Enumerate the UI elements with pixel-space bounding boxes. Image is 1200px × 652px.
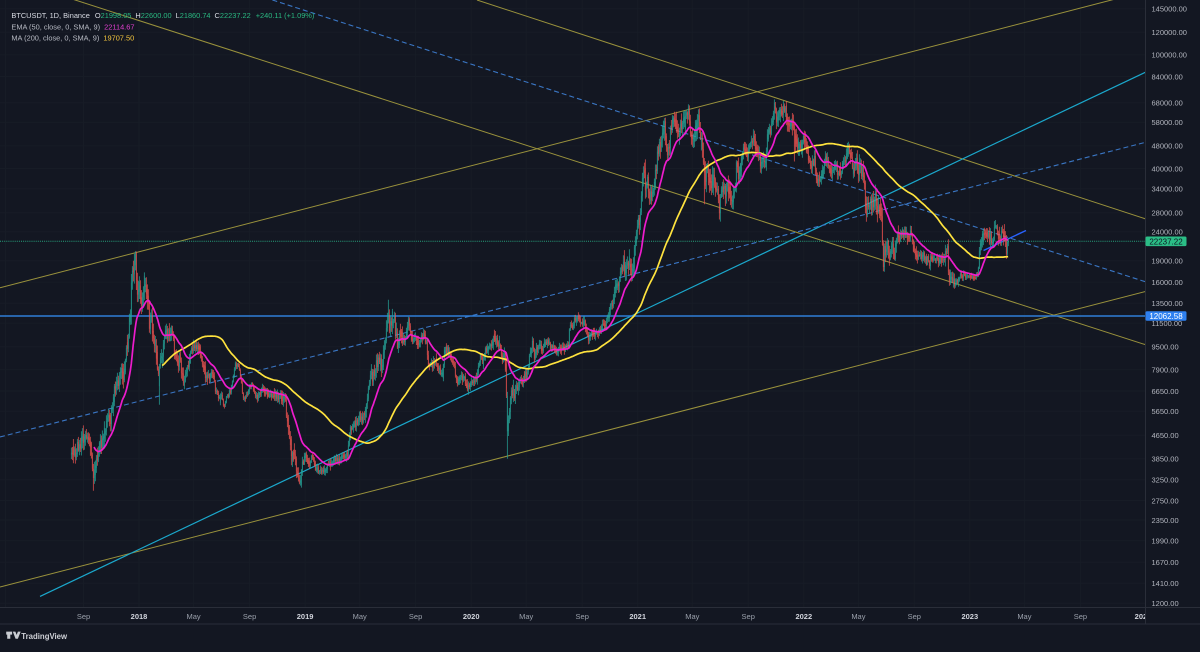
svg-text:13500.00: 13500.00: [1152, 299, 1183, 308]
svg-text:19000.00: 19000.00: [1152, 257, 1183, 266]
svg-text:58000.00: 58000.00: [1152, 118, 1183, 127]
svg-text:68000.00: 68000.00: [1152, 99, 1183, 108]
svg-text:Sep: Sep: [742, 612, 755, 621]
svg-text:May: May: [685, 612, 699, 621]
svg-text:May: May: [187, 612, 201, 621]
svg-text:28000.00: 28000.00: [1152, 209, 1183, 218]
svg-text:3850.00: 3850.00: [1152, 455, 1179, 464]
svg-text:120000.00: 120000.00: [1152, 28, 1187, 37]
svg-text:5650.00: 5650.00: [1152, 407, 1179, 416]
svg-text:2022: 2022: [795, 612, 812, 621]
svg-text:2023: 2023: [961, 612, 978, 621]
svg-text:Sep: Sep: [77, 612, 90, 621]
svg-text:4650.00: 4650.00: [1152, 431, 1179, 440]
svg-text:2018: 2018: [131, 612, 148, 621]
svg-text:40000.00: 40000.00: [1152, 164, 1183, 173]
svg-text:2021: 2021: [629, 612, 646, 621]
svg-text:2750.00: 2750.00: [1152, 496, 1179, 505]
svg-text:145000.00: 145000.00: [1152, 5, 1187, 14]
svg-text:12062.58: 12062.58: [1149, 312, 1183, 321]
svg-text:Sep: Sep: [576, 612, 589, 621]
svg-text:1990.00: 1990.00: [1152, 536, 1179, 545]
svg-text:Sep: Sep: [409, 612, 422, 621]
svg-text:MA (200, close, 0, SMA, 9) 197: MA (200, close, 0, SMA, 9) 19707.50: [11, 34, 134, 43]
svg-text:100000.00: 100000.00: [1152, 51, 1187, 60]
svg-text:2024: 2024: [1135, 612, 1153, 621]
svg-text:1410.00: 1410.00: [1152, 579, 1179, 588]
svg-text:Sep: Sep: [1074, 612, 1087, 621]
svg-text:May: May: [851, 612, 865, 621]
svg-text:16000.00: 16000.00: [1152, 278, 1183, 287]
svg-text:Sep: Sep: [243, 612, 256, 621]
svg-text:48000.00: 48000.00: [1152, 142, 1183, 151]
svg-text:Sep: Sep: [908, 612, 921, 621]
svg-text:9500.00: 9500.00: [1152, 343, 1179, 352]
svg-text:2350.00: 2350.00: [1152, 516, 1179, 525]
svg-text:84000.00: 84000.00: [1152, 72, 1183, 81]
svg-text:1670.00: 1670.00: [1152, 558, 1179, 567]
svg-text:May: May: [1017, 612, 1031, 621]
svg-text:34000.00: 34000.00: [1152, 185, 1183, 194]
svg-text:24000.00: 24000.00: [1152, 228, 1183, 237]
svg-text:11500.00: 11500.00: [1152, 319, 1183, 328]
svg-text:EMA (50, close, 0, SMA, 9) 221: EMA (50, close, 0, SMA, 9) 22114.67: [11, 23, 134, 32]
svg-text:May: May: [519, 612, 533, 621]
svg-text:1200.00: 1200.00: [1152, 599, 1179, 608]
svg-text:6650.00: 6650.00: [1152, 387, 1179, 396]
svg-text:3250.00: 3250.00: [1152, 476, 1179, 485]
svg-text:TradingView: TradingView: [21, 632, 68, 641]
svg-text:2019: 2019: [297, 612, 314, 621]
svg-text:May: May: [353, 612, 367, 621]
svg-text:7900.00: 7900.00: [1152, 365, 1179, 374]
svg-text:2020: 2020: [463, 612, 480, 621]
svg-text:22237.22: 22237.22: [1149, 237, 1183, 246]
